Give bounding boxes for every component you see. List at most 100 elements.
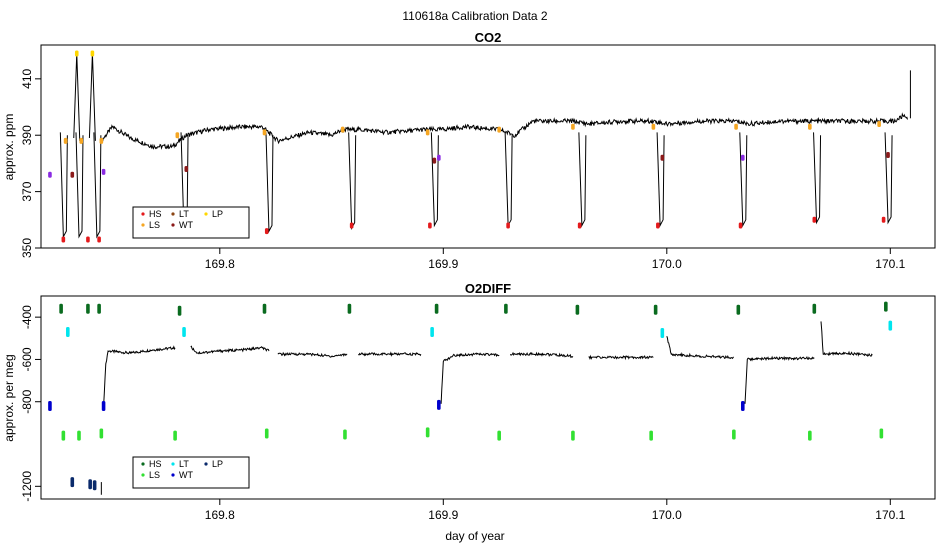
o2diff-trace-segment	[358, 351, 422, 357]
co2-legend-label: LS	[149, 220, 160, 230]
co2-calibration-point	[651, 123, 656, 130]
co2-calibration-dip	[75, 132, 84, 239]
co2-calibration-spike	[73, 53, 81, 141]
o2diff-calibration-point	[48, 400, 52, 411]
co2-calibration-point	[48, 171, 52, 178]
o2diff-title: O2DIFF	[465, 281, 511, 296]
co2-legend-box	[132, 206, 250, 239]
o2diff-calibration-point	[888, 320, 893, 331]
co2-calibration-point	[437, 154, 441, 161]
co2-calibration-point	[497, 126, 501, 133]
o2diff-calibration-point	[497, 430, 501, 441]
co2-calibration-point	[425, 129, 430, 136]
co2-x-tick-label: 170.1	[875, 257, 905, 271]
co2-calibration-dip	[504, 132, 513, 228]
co2-calibration-point	[63, 137, 68, 144]
o2diff-calibration-point	[437, 399, 441, 410]
o2diff-x-tick-label: 170.0	[652, 508, 682, 522]
o2diff-x-axis: 169.8 169.9 170.0 170.1	[205, 499, 906, 522]
co2-calibration-point	[74, 50, 79, 57]
o2diff-calibration-point	[173, 430, 177, 441]
o2diff-calibration-point	[88, 479, 92, 490]
o2diff-y-tick-label: -400	[20, 305, 34, 329]
co2-trace-line	[100, 112, 908, 150]
co2-calibration-point	[349, 222, 354, 229]
o2diff-calibration-point	[99, 428, 104, 439]
o2diff-calibration-point	[59, 303, 63, 314]
o2diff-calibration-point	[660, 328, 665, 339]
co2-calibration-point	[340, 126, 345, 133]
co2-calibration-point	[877, 120, 881, 127]
o2diff-legend-marker	[204, 462, 208, 466]
co2-plot-frame	[40, 44, 936, 249]
co2-title: CO2	[475, 30, 502, 45]
o2diff-calibration-point	[812, 303, 817, 314]
o2diff-trace-segment	[440, 352, 500, 404]
o2diff-legend-label: LT	[179, 459, 189, 469]
o2diff-legend: HS LT LP LS WT	[132, 456, 250, 489]
o2diff-calibration-point	[61, 430, 66, 441]
co2-calibration-dip	[656, 132, 665, 228]
o2diff-trace-segment	[820, 321, 873, 357]
co2-x-axis: 169.8 169.9 170.0 170.1	[205, 248, 906, 271]
o2diff-calibration-point	[343, 429, 347, 440]
o2diff-plot-area	[48, 301, 893, 495]
o2diff-legend-box	[132, 456, 250, 489]
o2diff-legend-marker	[141, 462, 145, 466]
o2diff-y-tick-label: -800	[20, 389, 34, 413]
o2diff-x-tick-label: 169.8	[205, 508, 235, 522]
o2diff-calibration-point	[177, 305, 182, 316]
co2-calibration-point	[571, 123, 575, 130]
co2-calibration-dip	[578, 132, 587, 228]
o2diff-calibration-point	[66, 326, 70, 337]
o2diff-calibration-point	[653, 304, 658, 315]
co2-calibration-point	[90, 50, 95, 57]
o2diff-calibration-point	[86, 303, 90, 314]
o2diff-trace-segment	[190, 345, 270, 355]
co2-x-tick-label: 169.8	[205, 257, 235, 271]
co2-legend-label: LP	[212, 209, 223, 219]
co2-calibration-dip	[348, 132, 357, 231]
o2diff-y-axis-label: approx. per meg	[2, 354, 16, 441]
co2-legend-label: WT	[179, 220, 193, 230]
o2diff-y-tick-label: -600	[20, 347, 34, 371]
co2-x-tick-label: 170.0	[652, 257, 682, 271]
co2-calibration-point	[506, 222, 510, 229]
co2-calibration-point	[86, 236, 90, 243]
co2-legend-marker	[204, 212, 208, 216]
co2-y-tick-label: 390	[20, 125, 34, 145]
co2-calibration-point	[886, 151, 890, 158]
co2-legend-marker	[171, 223, 175, 227]
co2-calibration-dip	[265, 132, 274, 233]
o2diff-calibration-point	[649, 430, 653, 441]
o2diff-calibration-point	[262, 303, 267, 314]
co2-calibration-dip	[884, 132, 893, 225]
co2-y-axis: 350 370 390 410	[20, 69, 41, 258]
o2diff-calibration-point	[182, 326, 186, 337]
co2-calibration-point	[264, 228, 269, 235]
co2-calibration-dip	[430, 132, 439, 228]
co2-legend-marker	[141, 223, 145, 227]
o2diff-trace-segment	[509, 351, 574, 359]
o2diff-legend-label: LS	[149, 470, 160, 480]
o2diff-legend-label: HS	[149, 459, 162, 469]
o2diff-calibration-point	[736, 304, 741, 315]
co2-legend-label: LT	[179, 209, 189, 219]
o2diff-calibration-point	[575, 304, 580, 315]
co2-calibration-dip	[813, 132, 822, 225]
o2diff-trace-segment	[666, 336, 734, 360]
co2-calibration-point	[740, 154, 745, 161]
o2diff-legend-label: WT	[179, 470, 193, 480]
co2-y-tick-label: 410	[20, 69, 34, 89]
o2diff-calibration-point	[264, 428, 269, 439]
co2-y-tick-label: 370	[20, 181, 34, 201]
co2-y-axis-label: approx. ppm	[2, 114, 16, 181]
co2-calibration-point	[432, 157, 437, 164]
o2diff-calibration-point	[504, 303, 508, 314]
co2-calibration-point	[262, 129, 267, 136]
co2-legend-label: HS	[149, 209, 162, 219]
o2diff-calibration-point	[101, 400, 106, 411]
o2diff-calibration-point	[430, 326, 434, 337]
o2diff-y-axis: -1200 -800 -600 -400	[20, 305, 41, 502]
